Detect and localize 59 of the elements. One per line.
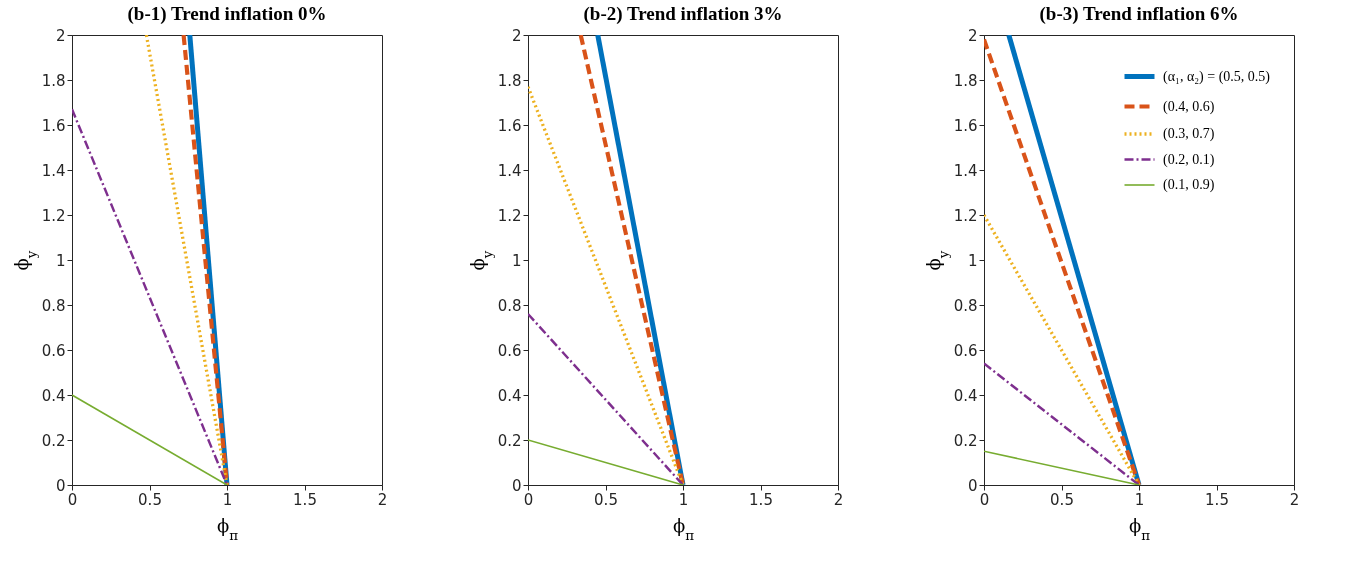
- x-tick-label: 2: [1289, 490, 1300, 509]
- y-tick-label: 1: [967, 251, 978, 270]
- x-tick-label: 0.5: [138, 490, 162, 509]
- y-tick-label: 1.8: [953, 71, 978, 90]
- chart-title: (b-2) Trend inflation 3%: [583, 3, 783, 25]
- x-tick-label: 1: [222, 490, 233, 509]
- y-tick-label: 1.4: [41, 161, 66, 180]
- y-tick-label: 0.4: [41, 386, 66, 405]
- x-tick-label: 0: [979, 490, 990, 509]
- y-tick-label: 1.2: [497, 206, 522, 225]
- y-tick-label: 0: [55, 476, 66, 495]
- x-tick-label: 0: [67, 490, 78, 509]
- y-tick-label: 1: [55, 251, 66, 270]
- y-tick-label: 1.6: [41, 116, 66, 135]
- y-tick-label: 1.2: [953, 206, 978, 225]
- y-tick-label: 1.6: [953, 116, 978, 135]
- y-tick-label: 0.6: [41, 341, 66, 360]
- x-tick-label: 0: [523, 490, 534, 509]
- x-tick-label: 0.5: [594, 490, 618, 509]
- y-tick-label: 2: [55, 26, 66, 45]
- x-tick-label: 2: [377, 490, 388, 509]
- y-tick-label: 0: [511, 476, 522, 495]
- y-tick-label: 0.2: [953, 431, 978, 450]
- y-tick-label: 0.2: [497, 431, 522, 450]
- x-axis-title: ϕ$_{π}$: [672, 514, 695, 543]
- chart-title: (b-3) Trend inflation 6%: [1039, 3, 1239, 25]
- y-tick-label: 1: [511, 251, 522, 270]
- y-tick-label: 0.6: [497, 341, 522, 360]
- y-tick-label: 1.8: [497, 71, 522, 90]
- x-tick-label: 0.5: [1050, 490, 1074, 509]
- legend-label: (0.1, 0.9): [1163, 177, 1215, 193]
- legend-label: (0.2, 0.1): [1163, 151, 1215, 168]
- legend-label: (α₁, α₂) = (0.5, 0.5): [1163, 68, 1271, 85]
- y-tick-label: 0.8: [497, 296, 522, 315]
- legend-label: (0.3, 0.7): [1163, 126, 1215, 142]
- chart-title: (b-1) Trend inflation 0%: [127, 3, 327, 25]
- y-tick-label: 0: [967, 476, 978, 495]
- y-tick-label: 0.4: [953, 386, 978, 405]
- x-axis-title: ϕ$_{π}$: [216, 514, 239, 543]
- x-tick-label: 1: [678, 490, 689, 509]
- x-tick-label: 1.5: [1205, 490, 1229, 509]
- x-tick-label: 1.5: [293, 490, 317, 509]
- y-tick-label: 1.4: [953, 161, 978, 180]
- y-tick-label: 2: [511, 26, 522, 45]
- y-tick-label: 0.2: [41, 431, 66, 450]
- y-tick-label: 0.8: [953, 296, 978, 315]
- x-tick-label: 1: [1134, 490, 1145, 509]
- y-tick-label: 1.4: [497, 161, 522, 180]
- y-tick-label: 2: [967, 26, 978, 45]
- y-tick-label: 1.6: [497, 116, 522, 135]
- x-axis-title: ϕ$_{π}$: [1128, 514, 1151, 543]
- x-tick-label: 1.5: [749, 490, 773, 509]
- x-tick-label: 2: [833, 490, 844, 509]
- y-tick-label: 1.2: [41, 206, 66, 225]
- y-tick-label: 0.4: [497, 386, 522, 405]
- y-tick-label: 0.8: [41, 296, 66, 315]
- y-tick-label: 1.8: [41, 71, 66, 90]
- legend-label: (0.4, 0.6): [1163, 98, 1215, 115]
- y-tick-label: 0.6: [953, 341, 978, 360]
